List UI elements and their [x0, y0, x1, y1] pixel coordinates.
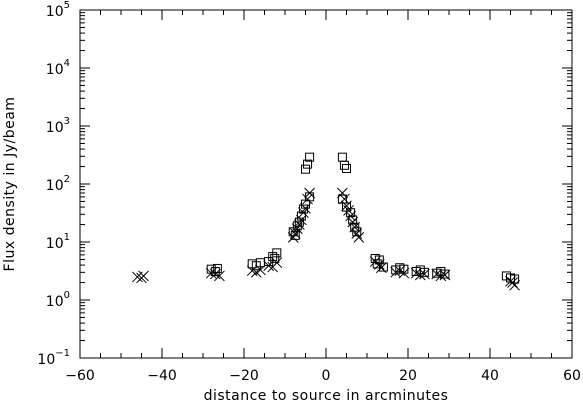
data-point-x [414, 269, 426, 281]
y-tick-label: 103 [46, 116, 70, 136]
data-point-x [343, 205, 354, 216]
data-point-square [305, 152, 315, 162]
data-point-x [271, 257, 283, 269]
data-point-x [300, 203, 311, 214]
data-point-x [398, 267, 410, 279]
y-tick-label-exponent: 2 [64, 174, 70, 185]
data-point-x [287, 232, 299, 243]
y-tick-label-exponent: −1 [55, 348, 70, 359]
x-tick-label: −40 [147, 368, 177, 384]
y-axis-label: Flux density in Jy/beam [2, 97, 18, 272]
data-point-x [296, 214, 307, 226]
x-tick-label: −60 [65, 368, 95, 384]
data-point-square [378, 262, 388, 272]
data-point-x [375, 262, 387, 274]
y-tick-label: 104 [46, 58, 70, 78]
data-point-x [439, 269, 451, 281]
y-tick-label: 100 [46, 290, 70, 310]
y-tick-label-base: 10 [37, 352, 55, 368]
x-tick-label: 20 [399, 368, 417, 384]
data-point-square [419, 267, 429, 277]
data-point-x [246, 265, 258, 277]
y-tick-label-exponent: 1 [64, 232, 70, 243]
data-point-square [272, 248, 282, 258]
data-point-x [138, 270, 149, 282]
data-point-x [435, 270, 447, 282]
x-axis-label: distance to source in arcminutes [204, 388, 449, 404]
y-tick-label: 10−1 [37, 348, 70, 368]
y-tick-label: 101 [46, 232, 70, 252]
x-tick-label: 0 [322, 368, 331, 384]
y-tick-label: 102 [46, 174, 70, 194]
y-tick-label-base: 10 [46, 294, 64, 310]
plot-frame [79, 9, 573, 359]
data-point-square [348, 215, 358, 225]
data-point-x [349, 221, 361, 233]
y-tick-label-exponent: 5 [64, 0, 70, 11]
data-point-x [345, 210, 356, 222]
data-point-square [210, 267, 220, 277]
data-point-square [301, 164, 310, 174]
x-tick-label: −20 [229, 368, 259, 384]
data-marks [132, 152, 520, 291]
data-point-x [337, 187, 348, 199]
axis-ticks [79, 9, 573, 359]
data-point-x [419, 268, 430, 280]
data-point-square [510, 274, 520, 284]
y-tick-label-base: 10 [46, 62, 64, 78]
y-tick-label: 105 [46, 0, 70, 20]
data-point-square [339, 160, 349, 170]
data-point-x [205, 267, 217, 279]
y-tick-label-base: 10 [46, 4, 64, 20]
x-tick-label: 40 [481, 368, 499, 384]
data-point-x [304, 187, 315, 199]
y-tick-label-exponent: 3 [64, 116, 70, 127]
x-tick-label: 60 [563, 368, 581, 384]
plot-border [79, 9, 573, 359]
data-point-x [507, 277, 518, 288]
data-point-square [342, 164, 351, 174]
data-point-square [337, 152, 347, 162]
data-point-x [373, 259, 385, 270]
y-tick-label-base: 10 [46, 178, 64, 194]
data-point-x [339, 193, 350, 205]
data-point-x [263, 260, 274, 272]
y-tick-label-exponent: 4 [64, 58, 70, 69]
data-point-square [440, 269, 450, 279]
data-point-square [270, 253, 280, 263]
data-point-x [302, 193, 313, 205]
data-point-x [214, 270, 225, 282]
data-point-square [303, 159, 313, 169]
data-point-x [351, 228, 363, 239]
y-tick-label-exponent: 0 [64, 290, 70, 301]
data-point-x [353, 232, 365, 243]
y-tick-label-base: 10 [46, 236, 64, 252]
data-point-x [255, 264, 266, 276]
y-tick-label-base: 10 [46, 120, 64, 136]
